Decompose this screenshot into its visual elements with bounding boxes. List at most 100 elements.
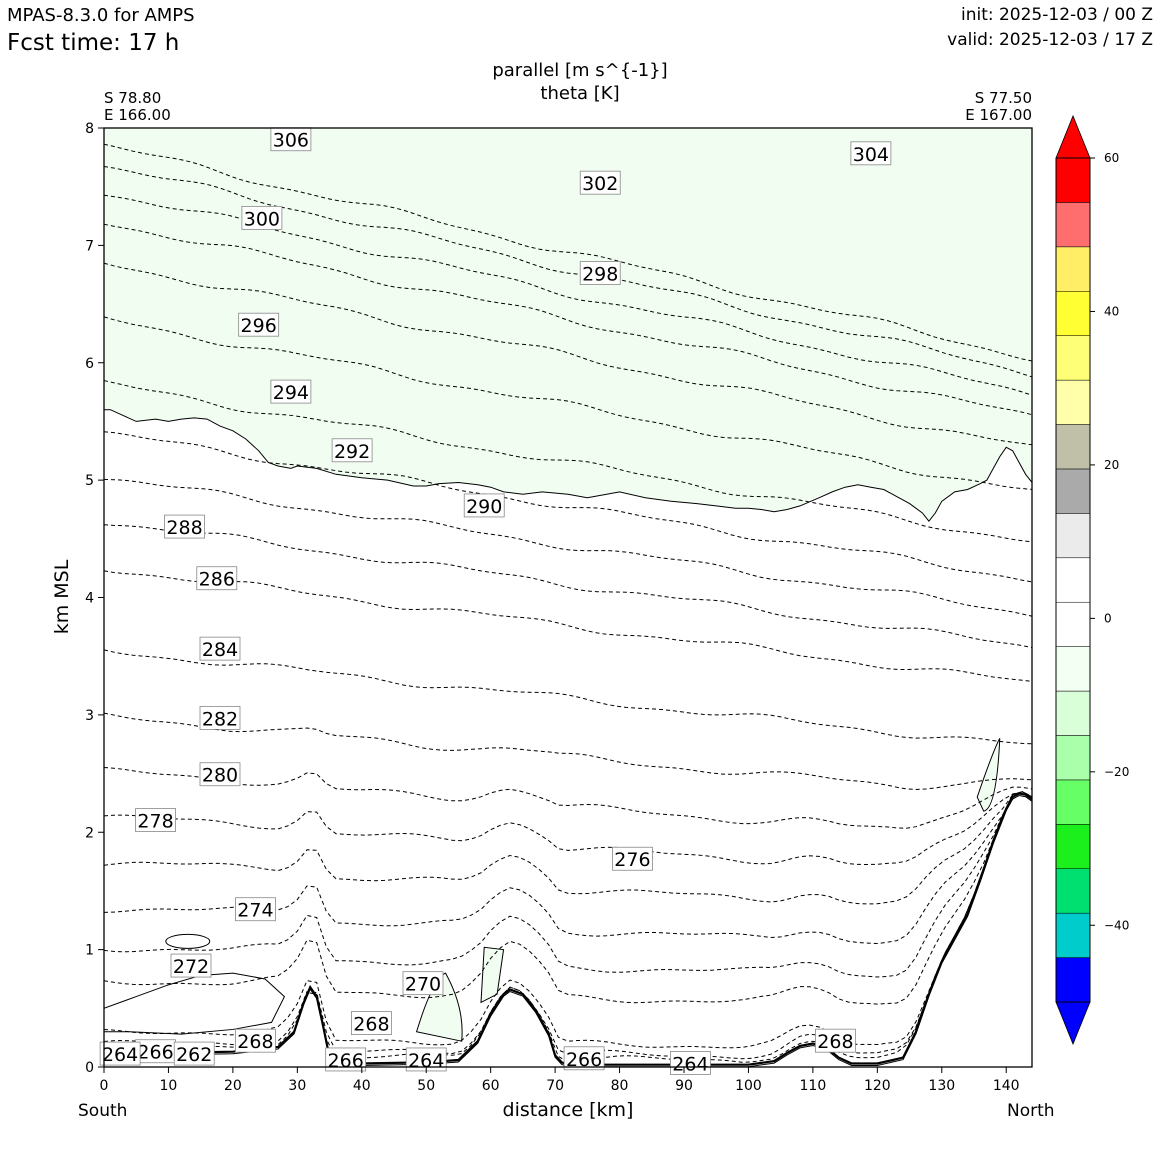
- theta-label-box: [199, 762, 241, 787]
- theta-label-box: [173, 1041, 215, 1066]
- theta-label-box: [579, 261, 621, 285]
- theta-label-280: 280: [199, 762, 241, 787]
- model-title: MPAS-8.3.0 for AMPS: [7, 5, 195, 26]
- wind-fill-layer: [104, 128, 1032, 1042]
- x-tick-label: 10: [160, 1078, 178, 1094]
- left-endpoint-lon: E 166.00: [104, 106, 171, 124]
- theta-label-266: 266: [325, 1047, 367, 1072]
- chart-subtitle: theta [K]: [540, 83, 620, 104]
- theta-label-text: 294: [273, 382, 309, 404]
- theta-label-box: [331, 438, 373, 463]
- left-endpoint-lat: S 78.80: [104, 89, 162, 107]
- right-endpoint-lat: S 77.50: [974, 89, 1032, 107]
- theta-contour-292: [104, 431, 1032, 583]
- theta-label-text: 282: [202, 708, 238, 730]
- theta-label-box: [612, 846, 653, 871]
- colorbar-segment: [1055, 157, 1091, 203]
- y-tick-label: 5: [85, 473, 94, 489]
- theta-contour-270: [104, 791, 1032, 1005]
- colorbar-segment: [1055, 779, 1091, 825]
- green-wind-region: [104, 128, 1032, 522]
- theta-label-text: 264: [672, 1053, 708, 1075]
- theta-label-290: 290: [463, 493, 505, 518]
- theta-label-264: 264: [670, 1051, 711, 1075]
- theta-label-text: 274: [237, 900, 273, 922]
- theta-label-text: 284: [202, 639, 238, 661]
- y-tick-label: 3: [85, 708, 94, 724]
- theta-label-text: 266: [566, 1049, 602, 1071]
- theta-contour-294: [104, 380, 1032, 543]
- theta-contour-304: [104, 166, 1032, 378]
- colorbar-tick-label: 0: [1104, 611, 1112, 625]
- colorbar-segment: [1055, 202, 1091, 248]
- colorbar-segment: [1055, 335, 1091, 381]
- x-tick-label: 100: [735, 1078, 762, 1094]
- theta-contour-286: [104, 570, 1032, 682]
- theta-label-box: [351, 1011, 392, 1035]
- theta-label-270: 270: [402, 971, 444, 996]
- y-tick-label: 8: [85, 121, 94, 137]
- theta-label-text: 298: [582, 264, 618, 286]
- x-tick-label: 130: [928, 1078, 955, 1094]
- colorbar: 60 40 20 0 −20 −40: [1055, 114, 1129, 1046]
- theta-contour-266: [104, 791, 1032, 1060]
- x-tick-label: 80: [611, 1078, 629, 1094]
- theta-label-box: [670, 1051, 711, 1075]
- theta-contour-284: [104, 649, 1032, 745]
- colorbar-max-arrow: [1055, 114, 1091, 159]
- theta-label-296: 296: [238, 312, 280, 337]
- theta-label-288: 288: [164, 514, 205, 539]
- theta-label-box: [199, 636, 241, 661]
- theta-label-text: 268: [353, 1014, 389, 1036]
- theta-label-layer: 306 304 302 300 298 296 294 292 290 288 286 284 282 2…: [99, 127, 892, 1075]
- y-tick-label: 0: [85, 1060, 94, 1076]
- y-tick-label: 7: [85, 238, 94, 254]
- theta-label-box: [815, 1028, 856, 1053]
- right-endpoint-lon: E 167.00: [965, 106, 1032, 124]
- theta-label-box: [164, 514, 205, 539]
- theta-label-304: 304: [850, 141, 892, 166]
- colorbar-tick-label: 20: [1104, 458, 1119, 472]
- colorbar-segment: [1055, 912, 1091, 958]
- colorbar-segment: [1055, 291, 1091, 336]
- colorbar-segment: [1055, 513, 1091, 559]
- x-tick-label: 50: [417, 1078, 435, 1094]
- theta-label-text: 296: [241, 315, 277, 337]
- theta-label-text: 266: [137, 1042, 173, 1064]
- theta-contour-280: [104, 767, 1032, 829]
- theta-contour-306: [104, 143, 1032, 362]
- theta-label-box: [325, 1047, 367, 1072]
- y-tick-label: 6: [85, 356, 94, 372]
- theta-label-text: 278: [137, 811, 173, 833]
- theta-label-box: [238, 312, 280, 337]
- colorbar-frame: [1055, 157, 1091, 1003]
- theta-label-282: 282: [199, 705, 241, 730]
- theta-label-text: 300: [244, 208, 280, 230]
- x-tick-label: 70: [546, 1078, 564, 1094]
- theta-label-264: 264: [99, 1041, 141, 1066]
- theta-contour-264: [104, 791, 1032, 1063]
- theta-label-box: [850, 141, 892, 166]
- colorbar-segment: [1055, 557, 1091, 603]
- colorbar-segment: [1055, 957, 1091, 1003]
- theta-label-box: [196, 566, 238, 591]
- theta-label-286: 286: [196, 566, 238, 591]
- x-tick-label: 0: [100, 1078, 109, 1094]
- theta-label-box: [99, 1041, 141, 1066]
- theta-contour-290: [104, 478, 1032, 617]
- theta-contour-276: [104, 791, 1032, 905]
- theta-label-300: 300: [241, 205, 283, 230]
- colorbar-segment: [1055, 824, 1091, 869]
- wind-contour-loop: [165, 933, 211, 949]
- colorbar-min-arrow: [1055, 1001, 1091, 1046]
- theta-label-box: [463, 493, 505, 518]
- colorbar-segment: [1055, 735, 1091, 781]
- theta-label-278: 278: [135, 808, 176, 833]
- theta-label-272: 272: [170, 953, 212, 978]
- colorbar-tick-label: 60: [1104, 151, 1119, 165]
- terrain-outline: [104, 794, 1032, 1067]
- theta-label-text: 288: [166, 517, 202, 539]
- theta-label-box: [135, 808, 176, 832]
- theta-label-284: 284: [199, 636, 241, 661]
